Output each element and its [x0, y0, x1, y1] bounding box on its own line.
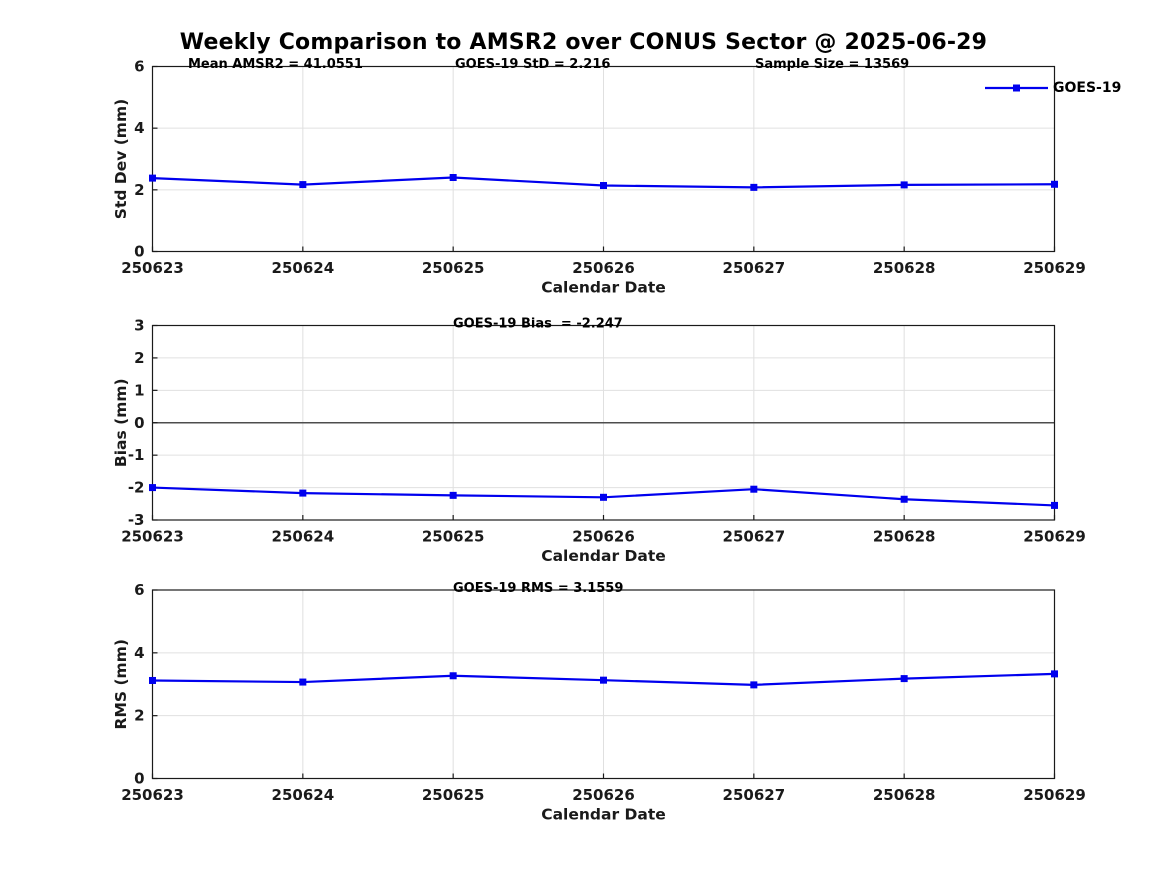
data-point: [900, 495, 908, 503]
x-tick-label: 250624: [272, 528, 335, 546]
data-point: [750, 183, 758, 191]
annotation-rms-0: GOES-19 RMS = 3.1559: [453, 581, 623, 596]
x-tick-label: 250629: [1023, 528, 1086, 546]
data-point: [600, 676, 607, 684]
legend-label: GOES-19: [1053, 80, 1121, 96]
y-tick-label: -1: [128, 446, 145, 464]
legend-marker: [1013, 84, 1020, 92]
data-point: [299, 678, 307, 686]
x-tick-label: 250626: [572, 259, 635, 277]
x-tick-label: 250625: [422, 528, 485, 546]
x-tick-label: 250624: [272, 259, 335, 277]
y-tick-label: 0: [134, 243, 144, 261]
data-point: [299, 181, 307, 189]
x-tick-label: 250628: [873, 528, 936, 546]
x-tick-label: 250623: [121, 528, 184, 546]
x-axis-label: Calendar Date: [541, 806, 666, 824]
y-tick-label: 0: [134, 414, 144, 432]
x-tick-label: 250626: [572, 786, 635, 804]
x-tick-label: 250628: [873, 259, 936, 277]
y-axis-label: RMS (mm): [112, 639, 130, 729]
data-point: [750, 681, 758, 689]
data-point: [750, 485, 758, 493]
data-point: [1051, 670, 1058, 678]
y-tick-label: 2: [134, 181, 144, 199]
y-tick-label: 2: [134, 349, 144, 367]
data-point: [299, 489, 307, 497]
data-point: [900, 181, 908, 189]
legend: GOES-19: [985, 80, 1121, 96]
data-point: [900, 675, 908, 683]
x-tick-label: 250624: [272, 786, 335, 804]
x-tick-label: 250623: [121, 259, 184, 277]
subplot-std-dev: 0 2 4 6 250623 250624 250625 250626 250627 250628…: [112, 57, 1121, 297]
annotation-std-dev-2: Sample Size = 13569: [755, 57, 909, 72]
x-tick-label: 250626: [572, 528, 635, 546]
annotation-bias-0: GOES-19 Bias = -2.247: [453, 317, 623, 332]
y-tick-label: -2: [128, 479, 145, 497]
figure-title: Weekly Comparison to AMSR2 over CONUS Se…: [179, 30, 988, 55]
y-tick-label: 1: [134, 381, 144, 399]
data-point: [149, 676, 156, 684]
y-tick-label: 0: [134, 770, 144, 788]
subplot-rms: 0 2 4 6 250623 250624 250625 250626 250627 250628…: [112, 581, 1086, 824]
data-point: [149, 484, 156, 492]
data-point: [449, 491, 457, 499]
x-tick-label: 250628: [873, 786, 936, 804]
data-point: [1051, 180, 1058, 188]
data-point: [449, 174, 457, 181]
annotation-std-dev-1: GOES-19 StD = 2.216: [455, 57, 610, 72]
x-axis-label: Calendar Date: [541, 547, 666, 565]
data-point: [600, 493, 607, 501]
data-point: [149, 174, 156, 182]
x-tick-label: 250625: [422, 786, 485, 804]
y-axis-label: Bias (mm): [112, 378, 130, 467]
data-point: [1051, 501, 1058, 509]
y-tick-label: -3: [128, 511, 145, 529]
annotation-std-dev-0: Mean AMSR2 = 41.0551: [188, 57, 363, 72]
x-axis-label: Calendar Date: [541, 279, 666, 297]
data-point: [600, 182, 607, 190]
y-tick-label: 6: [134, 581, 144, 599]
x-tick-label: 250627: [723, 786, 786, 804]
x-tick-label: 250623: [121, 786, 184, 804]
y-tick-label: 4: [134, 644, 144, 662]
subplot-bias: -3 -2 -1 0 1 2 3 250623 250624 250625 250626 250627…: [112, 317, 1086, 566]
x-tick-label: 250629: [1023, 786, 1086, 804]
y-tick-label: 3: [134, 317, 144, 335]
y-axis-label: Std Dev (mm): [112, 99, 130, 219]
data-point: [449, 672, 457, 680]
x-tick-label: 250625: [422, 259, 485, 277]
x-tick-label: 250629: [1023, 259, 1086, 277]
y-tick-label: 4: [134, 119, 144, 137]
x-tick-label: 250627: [723, 528, 786, 546]
y-tick-label: 6: [134, 58, 144, 76]
y-tick-label: 2: [134, 707, 144, 725]
x-tick-label: 250627: [723, 259, 786, 277]
